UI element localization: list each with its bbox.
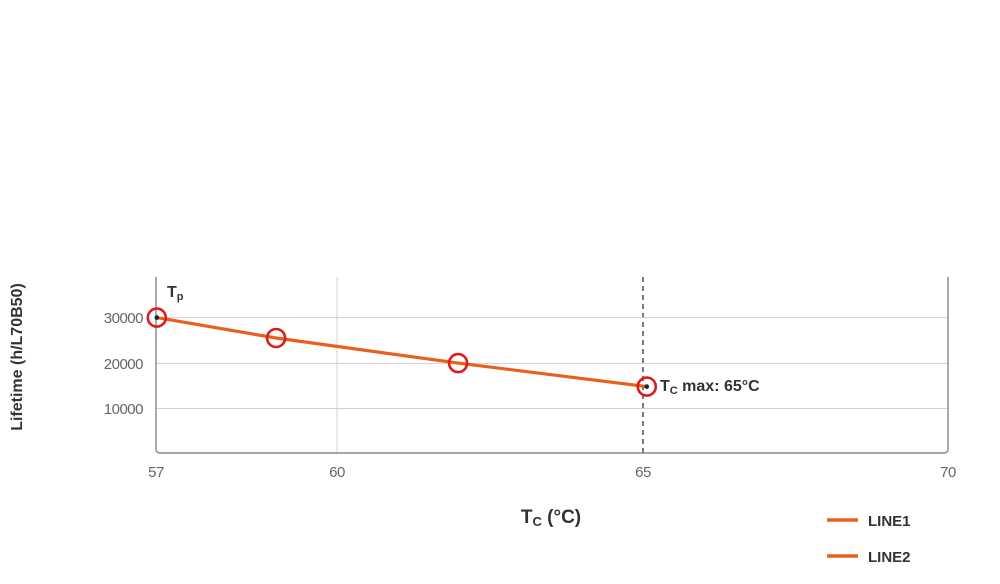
svg-text:65: 65 bbox=[635, 464, 651, 481]
svg-text:10000: 10000 bbox=[104, 401, 143, 418]
svg-text:30000: 30000 bbox=[104, 310, 143, 327]
svg-text:TC max: 65°C: TC max: 65°C bbox=[660, 378, 760, 397]
svg-text:20000: 20000 bbox=[104, 356, 143, 373]
svg-text:60: 60 bbox=[329, 464, 345, 481]
svg-text:70: 70 bbox=[940, 464, 956, 481]
svg-text:LINE1: LINE1 bbox=[868, 513, 911, 530]
svg-text:Tp: Tp bbox=[167, 284, 184, 303]
svg-text:TC (°C): TC (°C) bbox=[521, 507, 581, 529]
svg-text:Lifetime (h/L70B50): Lifetime (h/L70B50) bbox=[9, 283, 26, 431]
svg-text:LINE2: LINE2 bbox=[868, 549, 911, 566]
svg-text:57: 57 bbox=[148, 464, 164, 481]
